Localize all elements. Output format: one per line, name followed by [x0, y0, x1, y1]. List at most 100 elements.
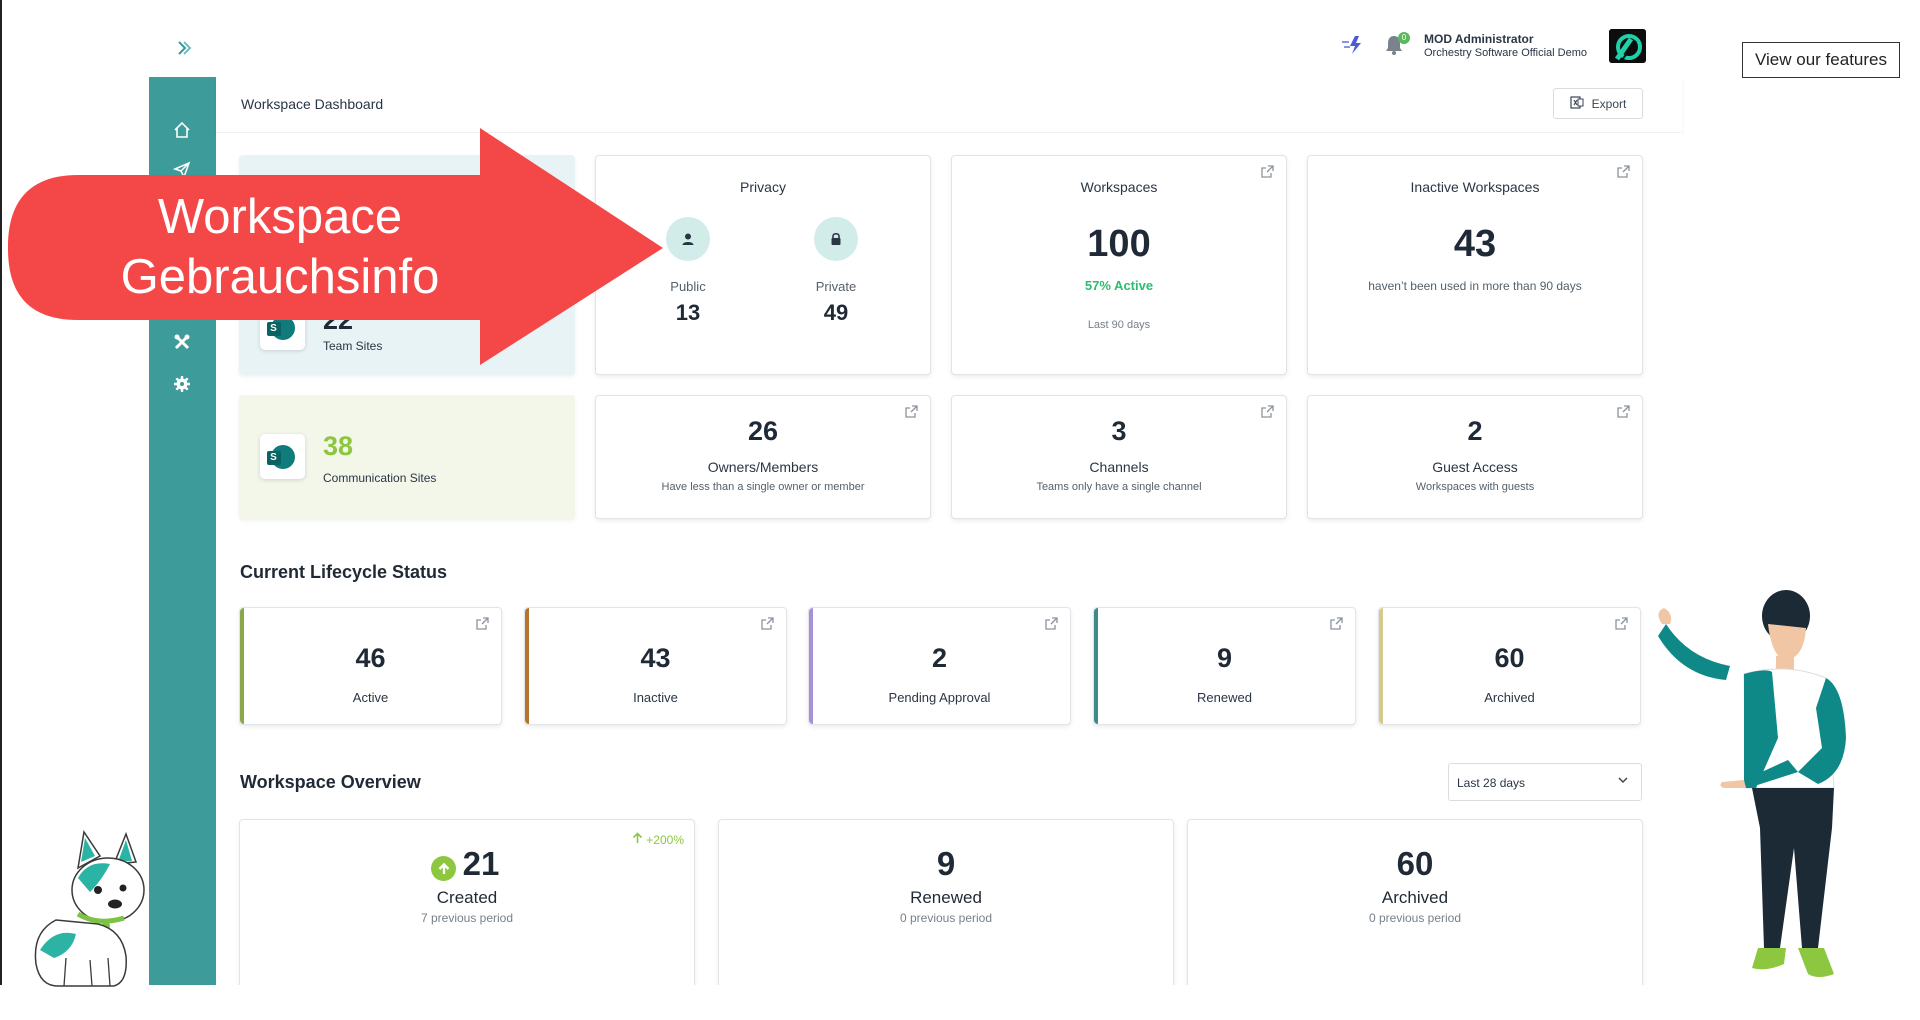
export-icon	[1570, 95, 1584, 112]
workspaces-card[interactable]: Workspaces 100 57% Active Last 90 days	[951, 155, 1287, 375]
callout-line-2: Gebrauchsinfo	[120, 250, 440, 304]
overview-created-card[interactable]: +200% 21 Created 7 previous period	[239, 819, 695, 989]
channels-title: Channels	[1089, 459, 1149, 475]
lifecycle-value: 43	[640, 643, 671, 673]
bell-icon[interactable]: 0	[1384, 32, 1410, 58]
renewed-sub: 0 previous period	[899, 911, 993, 925]
lifecycle-value: 2	[931, 643, 948, 673]
created-value: 21	[462, 845, 500, 882]
archived-label: Archived	[1381, 888, 1449, 907]
inactive-workspaces-card[interactable]: Inactive Workspaces 43 haven’t been used…	[1307, 155, 1643, 375]
notification-badge: 0	[1398, 32, 1410, 44]
user-org: Orchestry Software Official Demo	[1424, 47, 1588, 59]
lifecycle-color-bar	[525, 608, 529, 724]
lifecycle-label: Inactive	[633, 690, 678, 705]
sharepoint-icon	[260, 434, 305, 479]
callout-line-1: Workspace	[157, 190, 403, 244]
gear-icon[interactable]	[169, 371, 195, 397]
private-label: Private	[815, 279, 857, 294]
renewed-label: Renewed	[910, 888, 982, 907]
external-link-icon[interactable]	[1261, 165, 1275, 179]
lifecycle-value: 46	[355, 643, 386, 673]
renewed-value: 9	[936, 845, 956, 882]
guests-value: 2	[1467, 416, 1483, 446]
public-value: 13	[675, 300, 701, 325]
expand-sidebar-icon[interactable]	[172, 36, 196, 60]
lifecycle-title: Current Lifecycle Status	[240, 562, 448, 582]
workspaces-title: Workspaces	[1080, 179, 1158, 195]
communication-sites-label: Communication Sites	[323, 471, 437, 485]
lifecycle-label: Pending Approval	[888, 690, 991, 705]
created-change: +200%	[632, 832, 684, 847]
external-link-icon[interactable]	[1330, 617, 1344, 631]
owners-value: 26	[747, 416, 779, 446]
owners-members-card[interactable]: 26 Owners/Members Have less than a singl…	[595, 395, 931, 519]
inactive-title: Inactive Workspaces	[1410, 179, 1540, 195]
lifecycle-card-pending[interactable]: 2 Pending Approval	[808, 607, 1071, 725]
export-label: Export	[1591, 96, 1627, 111]
communication-sites-card[interactable]: 38 Communication Sites	[239, 395, 575, 519]
overview-renewed-card[interactable]: 9 Renewed 0 previous period	[718, 819, 1174, 989]
lifecycle-card-archived[interactable]: 60 Archived	[1378, 607, 1641, 725]
channels-sub: Teams only have a single channel	[1036, 481, 1202, 493]
created-change-value: +200%	[646, 832, 684, 847]
page-title: Workspace Dashboard	[241, 96, 384, 112]
workspaces-period: Last 90 days	[1087, 319, 1151, 331]
channels-card[interactable]: 3 Channels Teams only have a single chan…	[951, 395, 1287, 519]
owners-title: Owners/Members	[707, 459, 819, 475]
callout-arrow	[8, 128, 663, 365]
main-header: Workspace Dashboard Export	[216, 77, 1682, 133]
privacy-title: Privacy	[740, 179, 786, 195]
export-button[interactable]: Export	[1553, 88, 1643, 119]
tools-icon[interactable]	[169, 329, 195, 355]
lifecycle-card-active[interactable]: 46 Active	[239, 607, 502, 725]
external-link-icon[interactable]	[761, 617, 775, 631]
lifecycle-value: 9	[1216, 643, 1233, 673]
left-edge	[0, 0, 2, 1020]
public-label: Public	[670, 279, 706, 294]
inactive-value: 43	[1453, 223, 1497, 265]
archived-value: 60	[1396, 845, 1434, 882]
external-link-icon[interactable]	[1045, 617, 1059, 631]
lifecycle-color-bar	[809, 608, 813, 724]
flash-icon[interactable]	[1340, 34, 1366, 58]
team-sites-label: Team Sites	[323, 339, 383, 353]
user-name: MOD Administrator	[1424, 32, 1534, 46]
external-link-icon[interactable]	[1617, 165, 1631, 179]
external-link-icon[interactable]	[1615, 617, 1629, 631]
external-link-icon[interactable]	[1617, 405, 1631, 419]
lifecycle-card-inactive[interactable]: 43 Inactive	[524, 607, 787, 725]
workspaces-value: 100	[1087, 223, 1151, 265]
lifecycle-color-bar	[1094, 608, 1098, 724]
private-value: 49	[823, 300, 849, 325]
lifecycle-card-renewed[interactable]: 9 Renewed	[1093, 607, 1356, 725]
chevron-down-icon	[1617, 774, 1629, 789]
overview-archived-card[interactable]: 60 Archived 0 previous period	[1187, 819, 1643, 989]
arrow-up-icon	[431, 856, 456, 881]
external-link-icon[interactable]	[1261, 405, 1275, 419]
guest-access-card[interactable]: 2 Guest Access Workspaces with guests	[1307, 395, 1643, 519]
external-link-icon[interactable]	[905, 405, 919, 419]
channels-value: 3	[1111, 416, 1127, 446]
arrow-up-icon	[632, 832, 643, 847]
privacy-card[interactable]: Privacy Public 13 Private 49	[595, 155, 931, 375]
date-range-value: Last 28 days	[1457, 776, 1526, 790]
lifecycle-label: Archived	[1484, 690, 1535, 705]
lifecycle-color-bar	[1379, 608, 1383, 724]
page-bottom-strip	[0, 985, 1920, 1020]
dog-mascot	[34, 830, 145, 987]
view-features-button[interactable]: View our features	[1742, 42, 1900, 78]
lifecycle-value: 60	[1494, 643, 1525, 673]
lifecycle-color-bar	[240, 608, 244, 724]
callout-text: Workspace Gebrauchsinfo	[60, 187, 500, 307]
external-link-icon[interactable]	[476, 617, 490, 631]
user-icon	[666, 217, 710, 261]
lifecycle-label: Active	[352, 690, 389, 705]
created-label: Created	[436, 888, 498, 907]
avatar[interactable]	[1609, 29, 1646, 63]
home-icon[interactable]	[169, 117, 195, 143]
inactive-sub: haven’t been used in more than 90 days	[1368, 279, 1582, 293]
date-range-select[interactable]: Last 28 days	[1448, 763, 1642, 801]
archived-sub: 0 previous period	[1368, 911, 1462, 925]
